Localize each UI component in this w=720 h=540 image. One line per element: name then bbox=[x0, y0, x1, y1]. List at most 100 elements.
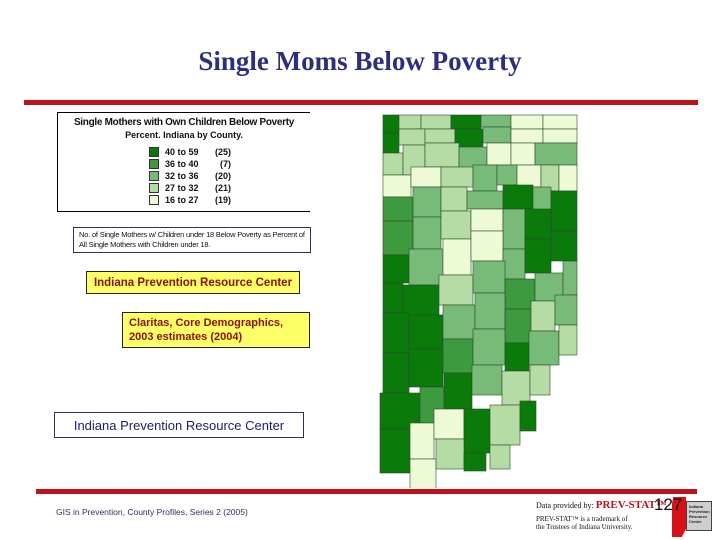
county bbox=[408, 248, 444, 286]
county bbox=[562, 260, 578, 296]
county bbox=[554, 294, 578, 326]
county bbox=[502, 248, 526, 280]
county bbox=[482, 126, 512, 144]
page-number: 127 bbox=[654, 495, 683, 514]
data-source-box: Claritas, Core Demographics, 2003 estima… bbox=[122, 312, 310, 348]
county bbox=[409, 422, 435, 460]
county bbox=[382, 282, 404, 314]
county bbox=[472, 260, 506, 294]
legend-swatch bbox=[149, 171, 159, 181]
county bbox=[420, 114, 452, 130]
county bbox=[398, 128, 426, 146]
legend-count: (25) bbox=[214, 147, 231, 157]
county bbox=[450, 114, 482, 130]
legend-swatch bbox=[149, 159, 159, 169]
legend-range: 36 to 40 bbox=[165, 159, 199, 169]
county bbox=[558, 324, 578, 356]
county bbox=[534, 142, 578, 166]
legend-class: 40 to 59 (25) bbox=[149, 146, 231, 158]
county bbox=[435, 438, 465, 470]
county bbox=[402, 284, 440, 316]
county bbox=[409, 458, 437, 488]
county bbox=[382, 312, 410, 354]
county bbox=[440, 186, 468, 212]
legend-class: 32 to 36 (20) bbox=[149, 170, 231, 182]
prev-stat-credit: Data provided by: PREV-STAT™ PREV-STAT™ … bbox=[536, 495, 716, 539]
county bbox=[510, 142, 536, 166]
county bbox=[424, 142, 460, 168]
county bbox=[440, 210, 472, 240]
county bbox=[550, 190, 578, 232]
county bbox=[528, 330, 560, 366]
county bbox=[542, 114, 578, 130]
county bbox=[496, 164, 518, 186]
footer-citation: GIS in Prevention, County Profiles, Seri… bbox=[56, 507, 248, 517]
legend-class: 16 to 27 (19) bbox=[149, 194, 231, 206]
county bbox=[472, 328, 506, 366]
legend-range: 32 to 36 bbox=[165, 171, 199, 181]
legend: Single Mothers with Own Children Below P… bbox=[57, 112, 310, 212]
legend-class: 27 to 32 (21) bbox=[149, 182, 231, 194]
legend-count: (21) bbox=[214, 183, 231, 193]
county bbox=[440, 166, 474, 188]
county bbox=[382, 352, 410, 394]
indiana-county-map bbox=[379, 114, 578, 488]
trademark-line-1: PREV-STAT™ is a trademark of bbox=[536, 515, 628, 523]
iprc-logo: Indiana Prevention Resource Center bbox=[686, 501, 712, 531]
county bbox=[470, 230, 504, 262]
legend-count: (20) bbox=[214, 171, 231, 181]
county bbox=[510, 128, 544, 144]
county bbox=[504, 342, 530, 372]
county bbox=[463, 408, 491, 454]
county bbox=[466, 190, 504, 210]
county bbox=[524, 208, 552, 240]
county bbox=[530, 300, 556, 332]
county bbox=[558, 164, 578, 192]
county bbox=[410, 166, 442, 188]
legend-range: 16 to 27 bbox=[165, 195, 199, 205]
legend-title: Single Mothers with Own Children Below P… bbox=[73, 117, 295, 128]
county bbox=[489, 404, 521, 446]
county bbox=[502, 184, 534, 210]
county bbox=[438, 274, 474, 306]
legend-classes: 40 to 59 (25) 36 to 40 (7) 32 to 36 (20)… bbox=[149, 146, 231, 206]
trademark-notice: PREV-STAT™ is a trademark of the Trustee… bbox=[536, 515, 633, 531]
county bbox=[474, 292, 506, 330]
county bbox=[519, 400, 537, 432]
county bbox=[382, 152, 404, 176]
county bbox=[412, 186, 442, 218]
county bbox=[472, 164, 498, 192]
county bbox=[379, 428, 411, 474]
county bbox=[443, 372, 473, 410]
county bbox=[433, 408, 465, 440]
county bbox=[382, 174, 412, 198]
county bbox=[442, 304, 476, 340]
county bbox=[382, 220, 414, 256]
county bbox=[398, 114, 422, 130]
county-polygons bbox=[379, 114, 578, 488]
county bbox=[529, 364, 551, 396]
county bbox=[408, 314, 444, 350]
legend-range: 40 to 59 bbox=[165, 147, 199, 157]
legend-count: (7) bbox=[220, 159, 231, 169]
county bbox=[501, 370, 531, 406]
bottom-divider bbox=[36, 489, 697, 494]
county bbox=[502, 208, 526, 250]
county bbox=[504, 278, 536, 310]
county bbox=[486, 142, 512, 166]
indiana-logo-icon bbox=[672, 497, 686, 537]
county bbox=[510, 114, 544, 130]
county bbox=[382, 114, 400, 134]
iprc-label: Indiana Prevention Resource Center bbox=[54, 412, 304, 438]
county bbox=[471, 364, 503, 396]
county bbox=[412, 216, 442, 250]
county bbox=[504, 308, 532, 344]
county bbox=[442, 338, 474, 374]
county bbox=[516, 164, 542, 188]
county bbox=[550, 230, 578, 262]
slide-title: Single Moms Below Poverty bbox=[198, 46, 522, 76]
definition-note: No. of Single Mothers w/ Children under … bbox=[73, 227, 311, 253]
legend-count: (19) bbox=[214, 195, 231, 205]
county bbox=[542, 128, 578, 144]
legend-subtitle: Percent. Indiana by County. bbox=[125, 130, 243, 140]
